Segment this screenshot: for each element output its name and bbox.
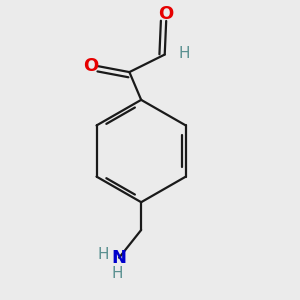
Text: H: H: [112, 266, 123, 281]
Text: N: N: [112, 249, 127, 267]
Text: H: H: [178, 46, 190, 61]
Text: O: O: [83, 57, 99, 75]
Text: H: H: [97, 247, 109, 262]
Text: O: O: [159, 4, 174, 22]
